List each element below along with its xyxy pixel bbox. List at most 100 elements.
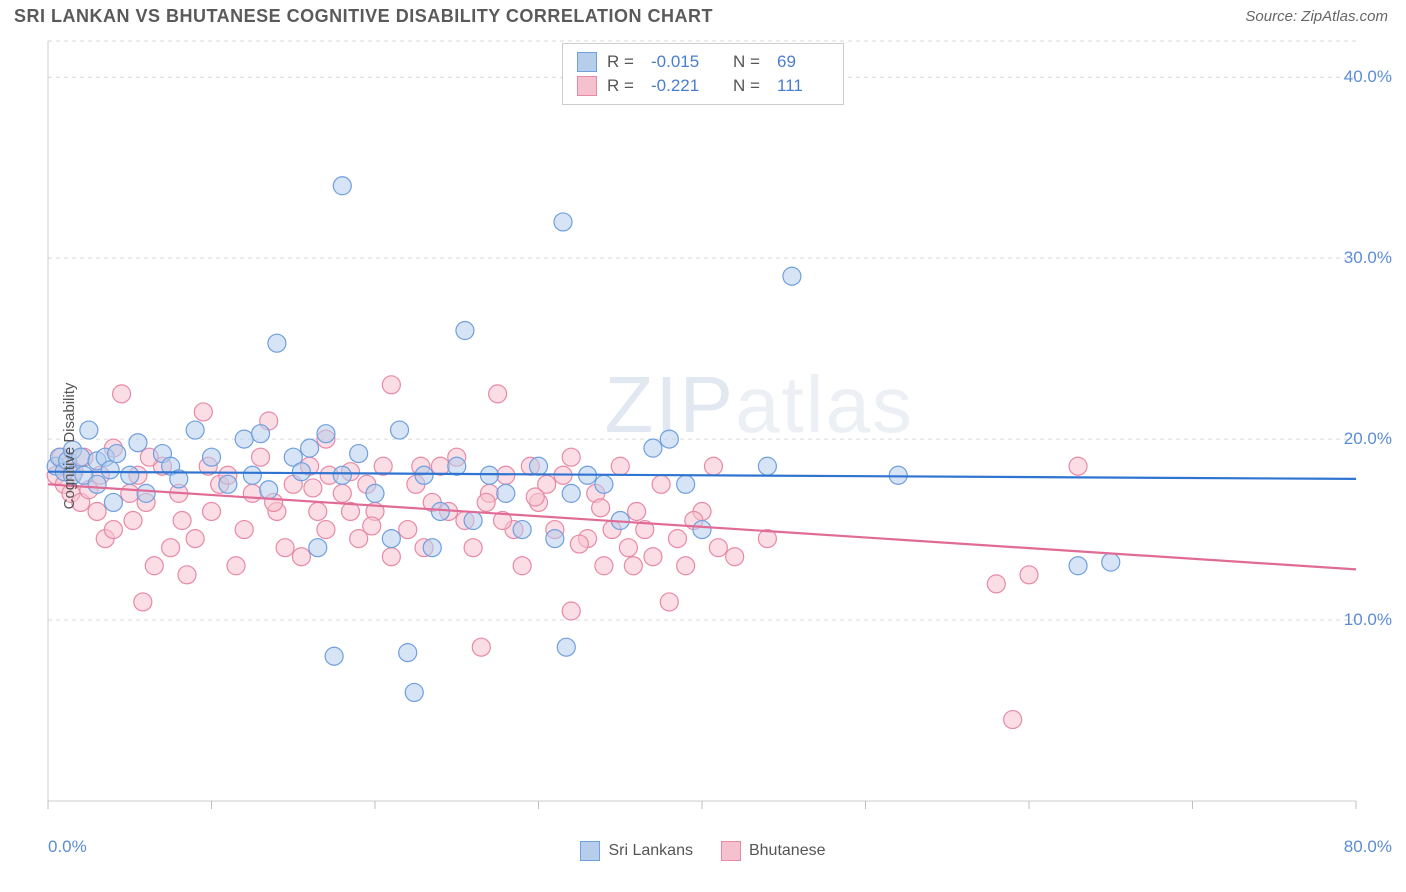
- data-point: [497, 484, 515, 502]
- data-point: [595, 475, 613, 493]
- data-point: [709, 539, 727, 557]
- data-point: [333, 177, 351, 195]
- data-point: [1004, 711, 1022, 729]
- data-point: [173, 512, 191, 530]
- data-point: [644, 548, 662, 566]
- data-point: [104, 493, 122, 511]
- data-point: [652, 475, 670, 493]
- data-point: [472, 638, 490, 656]
- data-point: [595, 557, 613, 575]
- data-point: [1102, 553, 1120, 571]
- data-point: [677, 475, 695, 493]
- data-point: [292, 548, 310, 566]
- data-point: [431, 457, 449, 475]
- data-point: [1069, 557, 1087, 575]
- data-point: [619, 539, 637, 557]
- data-point: [530, 457, 548, 475]
- data-point: [562, 448, 580, 466]
- legend-row: R =-0.015N =69: [577, 50, 829, 74]
- legend-row: R = -0.221 N = 111: [577, 74, 829, 98]
- legend-item: Bhutanese: [721, 841, 826, 861]
- data-point: [464, 512, 482, 530]
- legend-swatch: [580, 841, 600, 861]
- data-point: [350, 445, 368, 463]
- data-point: [309, 502, 327, 520]
- data-point: [611, 457, 629, 475]
- data-point: [235, 430, 253, 448]
- legend-swatch: [721, 841, 741, 861]
- correlation-legend: R =-0.015N =69R = -0.221 N = 111: [562, 43, 844, 105]
- data-point: [546, 530, 564, 548]
- data-point: [301, 439, 319, 457]
- data-point: [415, 466, 433, 484]
- legend-r-value: -0.221: [651, 76, 703, 96]
- scatter-chart: [0, 31, 1406, 861]
- data-point: [243, 484, 261, 502]
- legend-n-value: 69: [777, 52, 829, 72]
- data-point: [431, 502, 449, 520]
- data-point: [526, 488, 544, 506]
- data-point: [677, 557, 695, 575]
- data-point: [260, 481, 278, 499]
- data-point: [121, 484, 139, 502]
- data-point: [203, 502, 221, 520]
- data-point: [624, 557, 642, 575]
- data-point: [113, 385, 131, 403]
- legend-n-label: N =: [733, 76, 767, 96]
- legend-n-value: 111: [777, 76, 829, 96]
- data-point: [399, 521, 417, 539]
- data-point: [363, 517, 381, 535]
- legend-item: Sri Lankans: [580, 841, 693, 861]
- data-point: [333, 484, 351, 502]
- data-point: [194, 403, 212, 421]
- data-point: [1069, 457, 1087, 475]
- data-point: [186, 530, 204, 548]
- data-point: [366, 484, 384, 502]
- data-point: [726, 548, 744, 566]
- data-point: [464, 539, 482, 557]
- data-point: [693, 521, 711, 539]
- data-point: [276, 539, 294, 557]
- data-point: [186, 421, 204, 439]
- y-tick-label: 10.0%: [1344, 610, 1392, 630]
- data-point: [382, 548, 400, 566]
- data-point: [592, 499, 610, 517]
- data-point: [88, 502, 106, 520]
- data-point: [162, 539, 180, 557]
- data-point: [448, 457, 466, 475]
- data-point: [987, 575, 1005, 593]
- data-point: [252, 448, 270, 466]
- legend-swatch: [577, 52, 597, 72]
- data-point: [405, 683, 423, 701]
- data-point: [783, 267, 801, 285]
- data-point: [489, 385, 507, 403]
- chart-title: SRI LANKAN VS BHUTANESE COGNITIVE DISABI…: [14, 6, 713, 27]
- data-point: [88, 475, 106, 493]
- data-point: [382, 530, 400, 548]
- source-prefix: Source:: [1245, 8, 1301, 25]
- data-point: [108, 445, 126, 463]
- data-point: [325, 647, 343, 665]
- data-point: [399, 644, 417, 662]
- header: SRI LANKAN VS BHUTANESE COGNITIVE DISABI…: [0, 0, 1406, 31]
- data-point: [134, 593, 152, 611]
- data-point: [309, 539, 327, 557]
- data-point: [570, 535, 588, 553]
- series-legend: Sri Lankans Bhutanese: [0, 841, 1406, 861]
- legend-r-label: R =: [607, 76, 641, 96]
- legend-label: Sri Lankans: [608, 842, 693, 860]
- data-point: [668, 530, 686, 548]
- legend-r-label: R =: [607, 52, 641, 72]
- data-point: [101, 461, 119, 479]
- data-point: [137, 484, 155, 502]
- data-point: [317, 425, 335, 443]
- data-point: [178, 566, 196, 584]
- data-point: [235, 521, 253, 539]
- data-point: [124, 512, 142, 530]
- data-point: [243, 466, 261, 484]
- data-point: [268, 334, 286, 352]
- data-point: [80, 421, 98, 439]
- y-tick-label: 20.0%: [1344, 429, 1392, 449]
- data-point: [513, 557, 531, 575]
- data-point: [145, 557, 163, 575]
